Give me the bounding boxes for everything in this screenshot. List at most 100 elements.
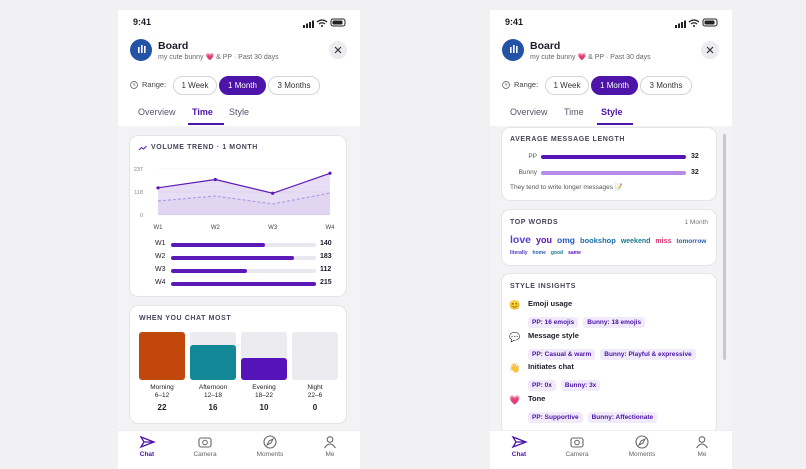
nav-item[interactable]: Camera (193, 451, 217, 458)
length-bar (541, 155, 686, 159)
signal-bar (303, 25, 305, 28)
week-label: W4 (155, 279, 166, 286)
word-cloud: love you omg bookshop weekend miss tomorrow lit… (510, 234, 710, 256)
insight-chip: Bunny: Playful & expressive (600, 348, 696, 360)
nav-item[interactable]: Moments (256, 451, 284, 458)
word: bookshop (579, 236, 616, 245)
header-title: Board (530, 40, 561, 52)
word: literally (510, 250, 528, 256)
range-option[interactable]: 1 Week (173, 76, 217, 95)
clock-icon (130, 81, 138, 89)
slot-bar (241, 358, 287, 380)
wifi-icon (316, 19, 328, 25)
insight-chips: PP: 0x Bunny: 3x (528, 374, 605, 392)
board-icon (130, 39, 152, 61)
volume-title: VOLUME TREND · 1 MONTH (151, 144, 258, 151)
word: you (536, 235, 553, 245)
slot-hours: 6–12 (154, 392, 170, 399)
insight-chips: PP: Supportive Bunny: Affectionate (528, 406, 662, 424)
insight-icon: 💬 (509, 331, 521, 342)
week-label: W2 (155, 253, 166, 260)
status-time: 9:41 (505, 17, 524, 27)
word: home (532, 250, 546, 256)
battery-level (332, 20, 343, 25)
slot-bar (190, 345, 236, 380)
signal-bar (312, 20, 314, 28)
wifi-dot (321, 25, 323, 27)
insight-icon: 👋 (509, 363, 521, 373)
tab[interactable]: Overview (510, 107, 548, 117)
phone-screen: 9:41 Board my cute bunny 💗 & PP · Past 30 … (490, 10, 732, 469)
signal-bar (678, 23, 680, 28)
slot-hours: 22–6 (307, 392, 323, 399)
slot-value: 10 (259, 403, 269, 412)
board-icon (502, 39, 524, 61)
signal-bar (309, 22, 311, 28)
clock-hands (505, 83, 508, 86)
insight-icon: 💗 (509, 394, 521, 405)
insight-chip: PP: Casual & warm (528, 348, 596, 360)
range-option[interactable]: 1 Month (219, 76, 266, 95)
status-time: 9:41 (133, 17, 152, 27)
week-bar (171, 255, 295, 260)
insight-icon: 😊 (509, 300, 521, 310)
battery-level (704, 20, 715, 25)
bottom-nav (118, 430, 360, 469)
avg-length-title: AVERAGE MESSAGE LENGTH (510, 136, 625, 143)
nav-item[interactable]: Me (697, 451, 707, 458)
word: weekend (620, 238, 651, 245)
header-title: Board (158, 40, 189, 52)
range-option[interactable]: 1 Week (545, 76, 589, 95)
slot-value: 16 (208, 403, 218, 412)
length-name: Bunny (518, 169, 537, 176)
length-value: 32 (691, 169, 699, 176)
insight-name: Message style (528, 330, 579, 340)
insight-chip: Bunny: 3x (560, 380, 601, 391)
slot-hours: 12–18 (203, 392, 223, 399)
week-value: 215 (320, 279, 332, 286)
range-option[interactable]: 1 Month (591, 76, 638, 95)
top-words-card (502, 210, 716, 265)
week-value: 140 (320, 240, 332, 247)
wifi-icon (688, 19, 700, 25)
tab[interactable]: Time (564, 107, 584, 117)
signal-bar (675, 25, 677, 28)
insight-chip: Bunny: Affectionate (587, 411, 658, 423)
word: love (510, 234, 532, 246)
insight-chips: PP: 16 emojis Bunny: 18 emojis (528, 311, 650, 329)
nav-item[interactable]: Camera (565, 451, 589, 458)
slot-value: 0 (312, 403, 318, 412)
length-name: PP (528, 153, 537, 160)
tab[interactable]: Style (601, 107, 623, 117)
avg-length-card (502, 128, 716, 200)
word: good (550, 250, 564, 256)
length-value: 32 (691, 153, 699, 160)
tab[interactable]: Style (229, 107, 250, 117)
slot-label: Evening (252, 384, 276, 391)
nav-item[interactable]: Chat (139, 451, 155, 458)
word: omg (557, 235, 575, 245)
close-button[interactable] (329, 41, 347, 59)
word: tomorrow (676, 238, 707, 245)
close-button[interactable] (701, 41, 719, 59)
nav-item[interactable]: Chat (511, 451, 527, 458)
insight-name: Initiates chat (528, 362, 574, 371)
signal-bar (681, 22, 683, 28)
week-label: W1 (155, 240, 166, 247)
chat-most-title: WHEN YOU CHAT MOST (139, 315, 232, 322)
range-option[interactable]: 3 Months (268, 76, 320, 95)
insight-chip: Bunny: 18 emojis (583, 317, 646, 328)
range-option[interactable]: 3 Months (640, 76, 692, 95)
nav-item[interactable]: Moments (628, 451, 656, 458)
signal-bar (306, 23, 308, 28)
slot-bar (139, 332, 185, 380)
wifi-dot (693, 25, 695, 27)
tab[interactable]: Overview (138, 107, 176, 117)
week-value: 112 (320, 266, 332, 273)
tab-underline (188, 123, 224, 125)
length-bar (541, 171, 686, 175)
tab[interactable]: Time (192, 107, 213, 117)
nav-item[interactable]: Me (325, 451, 335, 458)
slot-hours: 18–22 (254, 392, 274, 399)
